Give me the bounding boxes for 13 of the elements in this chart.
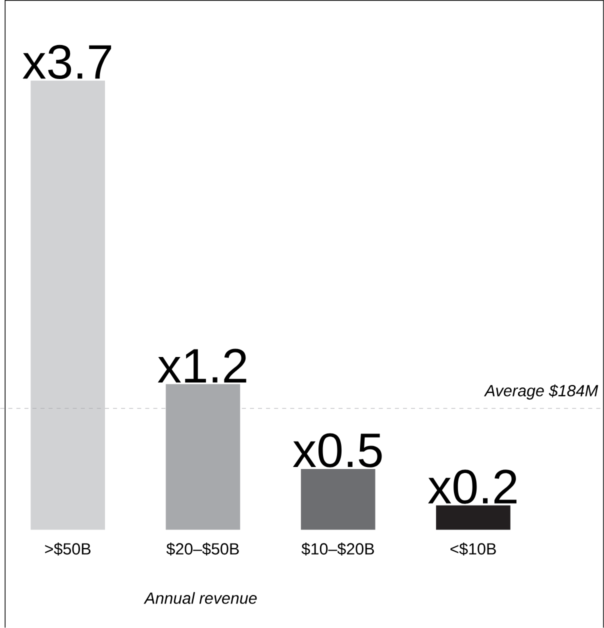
bar — [436, 505, 510, 530]
x-tick-label: <$10B — [450, 542, 496, 556]
bar — [30, 80, 106, 530]
x-axis-title: Annual revenue — [144, 592, 257, 604]
ref-line-label: Average $184M — [484, 384, 598, 400]
data-label: x1.2 — [158, 348, 246, 382]
data-label: x3.7 — [22, 44, 112, 80]
x-tick-label: $20–$50B — [166, 542, 239, 556]
data-label: x0.5 — [293, 433, 382, 468]
x-tick-label: $10–$20B — [302, 542, 374, 556]
data-label: x0.2 — [428, 470, 517, 504]
x-tick-label: >$50B — [45, 542, 91, 556]
bar — [300, 469, 376, 530]
